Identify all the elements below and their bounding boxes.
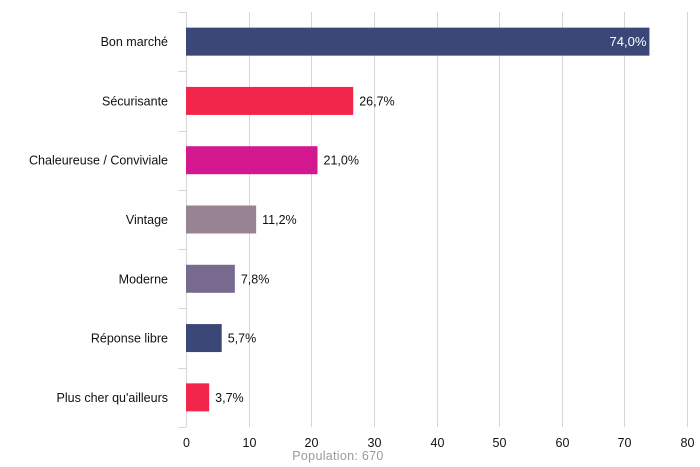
category-label: Bon marché — [101, 35, 168, 49]
x-tick-label-0: 0 — [183, 436, 190, 450]
category-label: Chaleureuse / Conviviale — [29, 154, 168, 168]
x-tick-label-30: 30 — [368, 436, 382, 450]
bar-3 — [186, 146, 318, 175]
value-label: 74,0% — [610, 34, 647, 49]
x-tick-label-80: 80 — [681, 436, 695, 450]
x-tick-label-20: 20 — [305, 436, 319, 450]
category-labels: Bon marché Sécurisante Chaleureuse / Convi… — [29, 35, 168, 405]
bar-5 — [186, 264, 235, 293]
value-label: 26,7% — [359, 94, 394, 108]
value-label: 3,7% — [215, 391, 244, 405]
category-label: Réponse libre — [91, 332, 168, 346]
value-label: 5,7% — [228, 332, 256, 346]
value-labels: 74,0% 26,7% 21,0% 11,2% 7,8% 5,7% 3,7% — [215, 33, 648, 405]
x-tick-label-60: 60 — [556, 436, 570, 450]
category-label: Moderne — [119, 272, 168, 286]
value-label: 11,2% — [262, 213, 297, 227]
population-footer: Population: 670 — [292, 449, 383, 463]
bars — [186, 27, 650, 412]
bar-4 — [186, 205, 257, 234]
bar-6 — [186, 324, 222, 353]
x-tick-label-50: 50 — [493, 436, 507, 450]
x-tick-label-70: 70 — [618, 436, 632, 450]
bar-7 — [186, 383, 210, 412]
bar-2 — [186, 86, 354, 115]
gridlines — [186, 12, 688, 427]
x-tick-label-10: 10 — [243, 436, 257, 450]
x-tick-label-40: 40 — [431, 436, 445, 450]
value-label: 21,0% — [324, 154, 359, 168]
value-label: 7,8% — [241, 272, 270, 286]
category-label: Vintage — [126, 213, 168, 227]
category-separators — [178, 12, 186, 428]
x-axis-tick-labels: 0 10 20 30 40 50 60 70 80 — [183, 436, 694, 450]
bar-1 — [186, 27, 650, 56]
category-label: Sécurisante — [102, 94, 168, 108]
category-label: Plus cher qu'ailleurs — [57, 391, 168, 405]
